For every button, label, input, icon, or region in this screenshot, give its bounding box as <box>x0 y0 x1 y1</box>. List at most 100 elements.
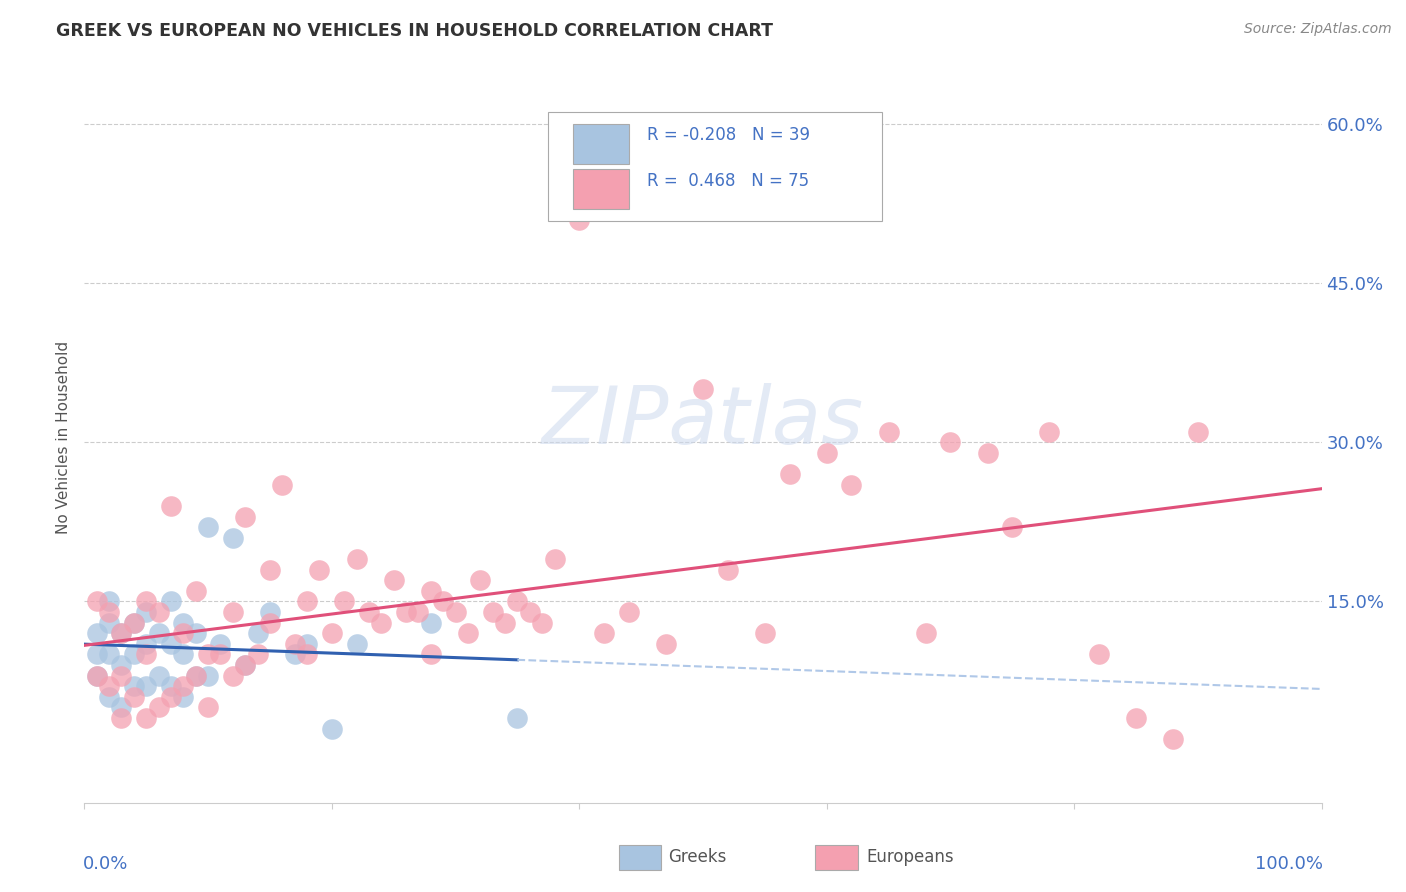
Point <box>233 658 256 673</box>
Point <box>209 648 232 662</box>
Point <box>506 711 529 725</box>
Point <box>86 668 108 682</box>
Point <box>295 637 318 651</box>
Point <box>98 594 121 608</box>
Text: GREEK VS EUROPEAN NO VEHICLES IN HOUSEHOLD CORRELATION CHART: GREEK VS EUROPEAN NO VEHICLES IN HOUSEHO… <box>56 22 773 40</box>
Point <box>1187 425 1209 439</box>
Point <box>939 435 962 450</box>
Point <box>86 626 108 640</box>
Point <box>321 722 343 736</box>
Point <box>246 626 269 640</box>
Point <box>122 648 145 662</box>
Point <box>1161 732 1184 747</box>
Text: R = -0.208   N = 39: R = -0.208 N = 39 <box>647 126 810 144</box>
Point <box>110 711 132 725</box>
Point <box>976 446 998 460</box>
Point <box>98 615 121 630</box>
Point <box>110 658 132 673</box>
Point <box>98 605 121 619</box>
Point <box>259 615 281 630</box>
Point <box>914 626 936 640</box>
Point <box>122 679 145 693</box>
Point <box>346 637 368 651</box>
Point <box>370 615 392 630</box>
Y-axis label: No Vehicles in Household: No Vehicles in Household <box>56 341 72 533</box>
Point <box>135 594 157 608</box>
Point <box>481 605 503 619</box>
Point <box>135 648 157 662</box>
Point <box>160 690 183 704</box>
Text: Source: ZipAtlas.com: Source: ZipAtlas.com <box>1244 22 1392 37</box>
Text: Greeks: Greeks <box>668 848 727 866</box>
Point <box>568 212 591 227</box>
Point <box>197 700 219 714</box>
Point <box>382 573 405 587</box>
Point <box>531 615 554 630</box>
Point <box>506 594 529 608</box>
Point <box>1088 648 1111 662</box>
Point <box>333 594 356 608</box>
Point <box>593 626 616 640</box>
Text: ZIPatlas: ZIPatlas <box>541 384 865 461</box>
Point <box>779 467 801 482</box>
Point <box>1125 711 1147 725</box>
Point <box>222 531 245 545</box>
Point <box>148 605 170 619</box>
Point <box>395 605 418 619</box>
Point <box>110 668 132 682</box>
Point <box>160 679 183 693</box>
Text: 0.0%: 0.0% <box>83 855 128 873</box>
Point <box>432 594 454 608</box>
Point <box>470 573 492 587</box>
Point <box>184 583 207 598</box>
Point <box>457 626 479 640</box>
Point <box>135 679 157 693</box>
Point <box>543 552 565 566</box>
Point <box>184 668 207 682</box>
Point <box>148 700 170 714</box>
Point <box>1038 425 1060 439</box>
Point <box>357 605 380 619</box>
Point <box>519 605 541 619</box>
Point <box>295 594 318 608</box>
Point <box>754 626 776 640</box>
Point <box>160 499 183 513</box>
Point <box>494 615 516 630</box>
Point <box>209 637 232 651</box>
Point <box>172 690 194 704</box>
Point <box>135 711 157 725</box>
Point <box>135 637 157 651</box>
Point <box>408 605 430 619</box>
Text: 100.0%: 100.0% <box>1256 855 1323 873</box>
Point <box>172 648 194 662</box>
Point <box>617 605 640 619</box>
FancyBboxPatch shape <box>574 169 628 209</box>
Point <box>655 637 678 651</box>
Point <box>98 648 121 662</box>
Point <box>172 679 194 693</box>
Point <box>110 626 132 640</box>
Point <box>122 615 145 630</box>
Point <box>172 615 194 630</box>
FancyBboxPatch shape <box>548 112 883 221</box>
Point <box>233 658 256 673</box>
Point <box>110 626 132 640</box>
Point <box>148 626 170 640</box>
Point <box>444 605 467 619</box>
Point <box>197 520 219 534</box>
Point <box>197 668 219 682</box>
Text: Europeans: Europeans <box>866 848 953 866</box>
Point <box>346 552 368 566</box>
Point <box>172 626 194 640</box>
Text: R =  0.468   N = 75: R = 0.468 N = 75 <box>647 172 810 190</box>
Point <box>122 615 145 630</box>
Point <box>1001 520 1024 534</box>
Point <box>233 509 256 524</box>
Point <box>86 648 108 662</box>
Point <box>160 637 183 651</box>
Point <box>692 383 714 397</box>
Point <box>148 668 170 682</box>
Point <box>419 648 441 662</box>
Point <box>86 668 108 682</box>
Point <box>184 668 207 682</box>
